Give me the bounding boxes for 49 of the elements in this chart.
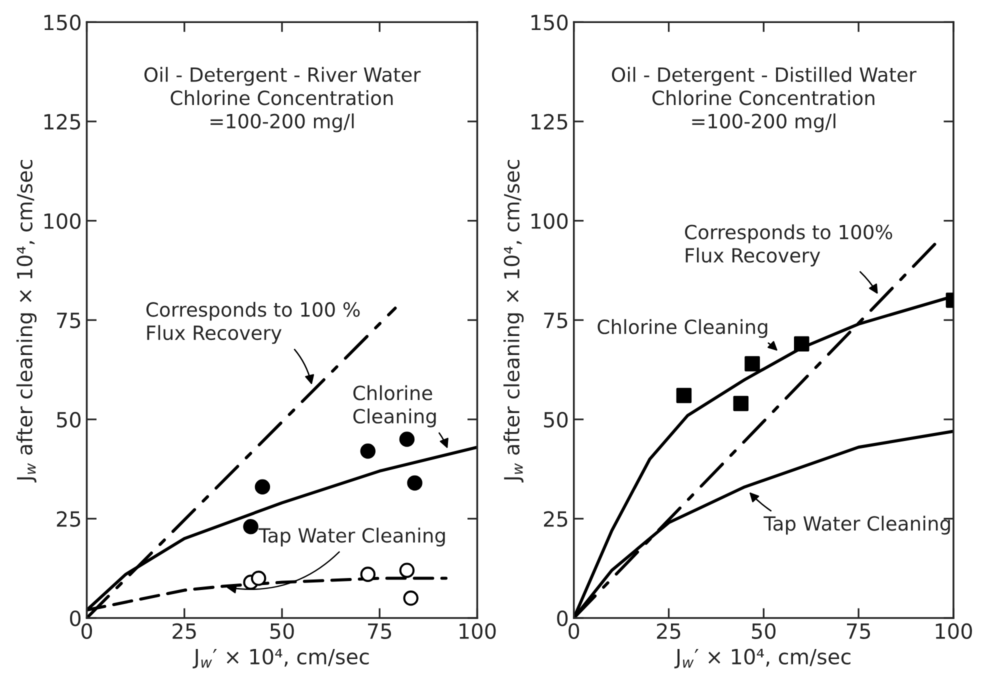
annotation: Corresponds to 100% Flux Recovery xyxy=(685,224,892,266)
annotation: Oil - Detergent - River Water Chlorine Concentration =100-200 mg/l xyxy=(144,66,421,132)
annotation: Tap Water Cleaning xyxy=(764,516,950,535)
point xyxy=(243,519,258,534)
y-tick-label: 100 xyxy=(532,213,568,229)
point xyxy=(250,570,266,586)
y-tick-label: 75 xyxy=(57,312,80,328)
point xyxy=(399,562,415,578)
y-axis-title: J$_{w}$ after cleaning × 10⁴, cm/sec xyxy=(503,160,524,482)
annotation: Chlorine Cleaning xyxy=(598,319,768,338)
point xyxy=(676,388,692,404)
x-axis-title: J$_{w}$′ × 10⁴, cm/sec xyxy=(192,648,369,668)
point xyxy=(407,475,422,491)
point xyxy=(399,432,415,447)
point xyxy=(360,566,376,582)
annotation: Chlorine Cleaning xyxy=(353,385,436,428)
y-tick-label: 150 xyxy=(532,14,568,30)
y-tick-label: 0 xyxy=(70,610,81,626)
y-tick-label: 75 xyxy=(544,312,568,328)
y-tick-label: 25 xyxy=(56,511,80,527)
x-tick-label: 0 xyxy=(568,623,580,639)
x-tick-label: 75 xyxy=(847,624,870,639)
y-tick-label: 150 xyxy=(44,14,81,30)
annotation: Corresponds to 100 % Flux Recovery xyxy=(146,302,360,344)
x-tick-label: 50 xyxy=(270,623,294,639)
annotation: Oil - Detergent - Distilled Water Chlorine Concentration =100-200 mg/l xyxy=(612,66,916,132)
x-tick-label: 25 xyxy=(657,623,680,639)
point xyxy=(254,479,270,495)
x-tick-label: 25 xyxy=(172,623,196,639)
y-tick-label: 125 xyxy=(532,114,568,130)
x-tick-label: 100 xyxy=(460,623,496,639)
x-tick-label: 0 xyxy=(82,623,92,639)
annotation: Tap Water Cleaning xyxy=(258,528,445,547)
point xyxy=(360,444,376,459)
point xyxy=(794,336,810,352)
point xyxy=(744,356,760,372)
x-tick-label: 50 xyxy=(752,623,776,639)
point xyxy=(733,396,749,412)
y-tick-label: 100 xyxy=(44,213,81,229)
y-tick-label: 50 xyxy=(544,412,568,428)
y-tick-label: 0 xyxy=(557,610,568,626)
x-tick-label: 100 xyxy=(936,623,972,639)
y-tick-label: 50 xyxy=(57,412,81,428)
x-axis-title: J$_{w}$′ × 10⁴, cm/sec xyxy=(674,648,850,668)
x-tick-label: 75 xyxy=(368,624,392,639)
y-axis-title: J$_{w}$ after cleaning × 10⁴, cm/sec xyxy=(16,160,37,482)
point xyxy=(403,590,418,606)
y-tick-label: 25 xyxy=(544,511,568,527)
y-tick-label: 125 xyxy=(44,114,80,130)
